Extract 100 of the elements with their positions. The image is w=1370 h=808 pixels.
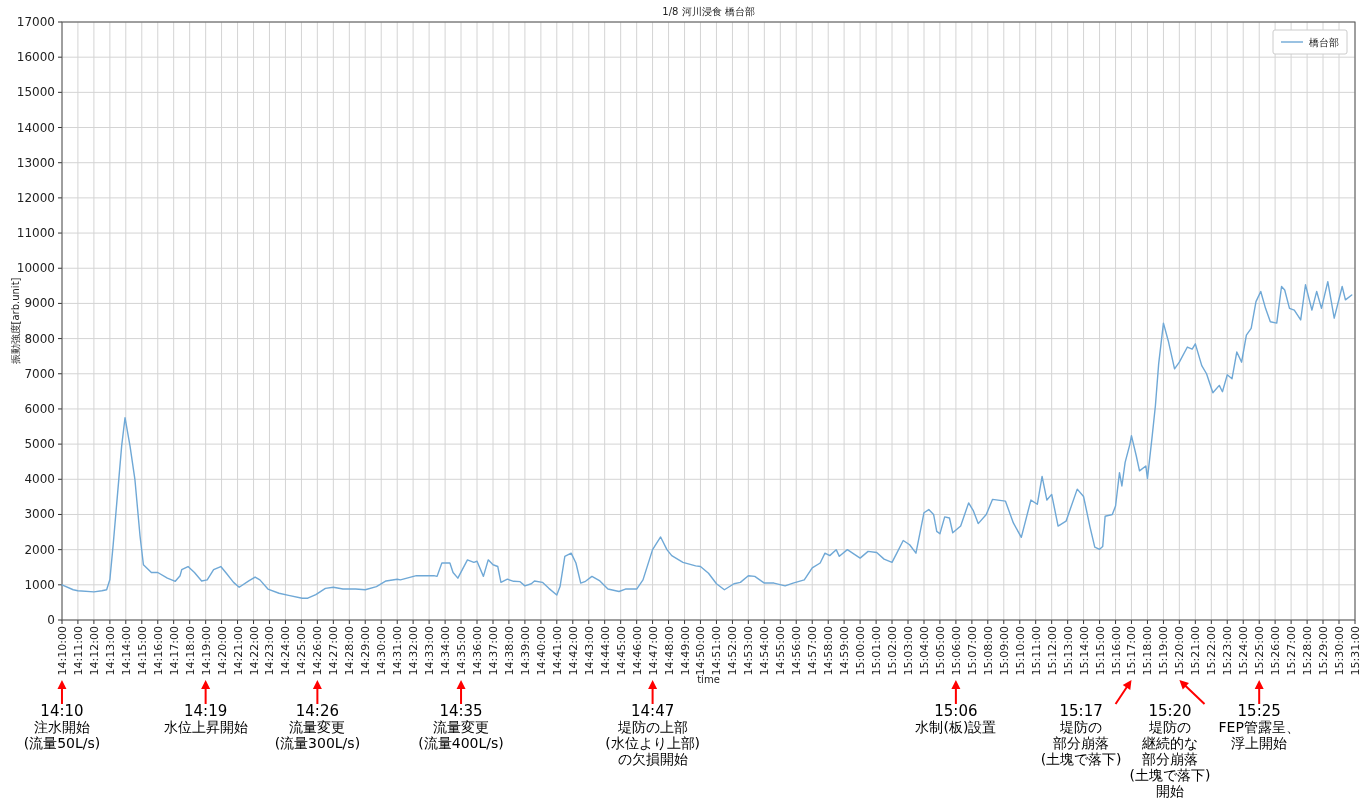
x-tick-label: 14:12:00: [87, 626, 101, 676]
x-tick-label: 14:15:00: [135, 626, 149, 676]
x-tick-label: 15:30:00: [1333, 626, 1347, 676]
x-tick-label: 14:31:00: [391, 626, 405, 676]
y-tick-label: 13000: [16, 155, 55, 170]
y-tick-label: 9000: [24, 296, 55, 311]
x-tick-label: 14:40:00: [534, 626, 548, 676]
x-tick-label: 14:54:00: [758, 626, 772, 676]
x-tick-label: 14:44:00: [598, 626, 612, 676]
x-tick-label: 14:13:00: [103, 626, 117, 676]
x-tick-label: 14:51:00: [710, 626, 724, 676]
x-tick-label: 15:29:00: [1317, 626, 1331, 676]
y-tick-label: 11000: [16, 226, 55, 241]
x-tick-label: 14:20:00: [215, 626, 229, 676]
x-tick-label: 15:31:00: [1349, 626, 1362, 676]
x-tick-label: 14:24:00: [279, 626, 293, 676]
y-tick-label: 15000: [16, 85, 55, 100]
x-tick-label: 14:10:00: [56, 626, 69, 676]
x-tick-label: 15:09:00: [997, 626, 1011, 676]
x-tick-label: 14:30:00: [375, 626, 389, 676]
x-tick-label: 14:38:00: [502, 626, 516, 676]
y-tick-label: 4000: [24, 472, 55, 487]
x-tick-label: 15:16:00: [1109, 626, 1123, 676]
x-tick-label: 14:27:00: [327, 626, 341, 676]
x-tick-label: 14:19:00: [199, 626, 213, 676]
chart-title: 1/8 河川浸食 橋台部: [662, 6, 755, 17]
x-tick-label: 14:37:00: [487, 626, 500, 676]
annotation: 15:17 堤防の部分崩落 (土塊で落下): [1040, 680, 1132, 767]
y-tick-label: 17000: [16, 15, 55, 29]
x-tick-label: 14:32:00: [407, 626, 421, 676]
x-tick-label: 14:22:00: [247, 626, 261, 676]
x-tick-label: 14:16:00: [151, 626, 165, 676]
x-tick-label: 15:01:00: [870, 626, 884, 676]
x-tick-label: 15:17:00: [1125, 626, 1139, 676]
y-tick-label: 10000: [16, 261, 55, 276]
x-axis-title: time: [697, 674, 720, 685]
x-tick-label: 15:23:00: [1221, 626, 1235, 676]
x-tick-label: 14:52:00: [726, 626, 740, 676]
x-tick-label: 15:12:00: [1045, 626, 1059, 676]
x-tick-label: 15:26:00: [1269, 626, 1283, 676]
y-tick-label: 12000: [16, 190, 55, 205]
x-tick-label: 14:42:00: [566, 626, 580, 676]
x-tick-label: 15:15:00: [1093, 626, 1107, 676]
x-tick-label: 14:55:00: [774, 626, 788, 676]
x-tick-label: 14:46:00: [630, 626, 644, 676]
y-tick-label: 7000: [24, 366, 55, 381]
y-tick-label: 16000: [16, 50, 55, 65]
x-tick-label: 14:11:00: [71, 626, 85, 676]
x-tick-label: 14:18:00: [183, 626, 197, 676]
x-tick-label: 15:18:00: [1141, 626, 1155, 676]
x-tick-label: 14:50:00: [694, 626, 708, 676]
x-tick-label: 14:25:00: [295, 626, 309, 676]
annotation: 14:10 注水開始 (流量50L/s): [23, 680, 101, 751]
x-tick-label: 14:26:00: [311, 626, 325, 676]
x-tick-label: 14:49:00: [678, 626, 692, 676]
x-tick-label: 15:04:00: [918, 626, 931, 676]
x-tick-label: 15:11:00: [1029, 626, 1043, 676]
x-tick-label: 14:48:00: [662, 626, 676, 676]
x-tick-label: 15:27:00: [1285, 626, 1299, 676]
legend: 橋台部: [1272, 29, 1348, 55]
y-tick-label: 14000: [16, 120, 55, 135]
y-tick-label: 1000: [24, 577, 55, 592]
x-tick-label: 14:23:00: [263, 626, 277, 676]
annotation: 14:19 水位上昇開始: [163, 680, 248, 735]
annotation: 15:06 水制(板)設置: [915, 680, 997, 735]
y-tick-label: 8000: [24, 331, 55, 346]
y-tick-label: 3000: [24, 507, 55, 522]
x-tick-label: 14:43:00: [582, 626, 596, 676]
x-tick-label: 14:14:00: [119, 626, 133, 676]
x-tick-label: 14:58:00: [822, 626, 836, 676]
x-tick-label: 15:03:00: [902, 626, 916, 676]
x-tick-label: 14:45:00: [614, 626, 628, 676]
x-tick-label: 14:29:00: [359, 626, 373, 676]
y-tick-label: 6000: [24, 401, 55, 416]
y-tick-label: 2000: [24, 542, 55, 557]
x-tick-label: 14:57:00: [806, 626, 820, 676]
y-tick-label: 0: [47, 613, 55, 627]
annotation: 15:20 堤防の継続的な部分崩落 (土塊で落下) 開始: [1129, 680, 1211, 799]
x-tick-label: 15:05:00: [933, 626, 947, 676]
x-tick-label: 15:02:00: [886, 626, 900, 676]
x-tick-label: 15:28:00: [1301, 626, 1315, 676]
x-tick-label: 14:53:00: [742, 626, 756, 676]
x-tick-label: 14:39:00: [518, 626, 532, 676]
x-tick-label: 14:56:00: [790, 626, 804, 676]
annotation: 14:26 流量変更 (流量300L/s): [274, 680, 361, 751]
legend-label: 橋台部: [1309, 37, 1339, 48]
x-tick-label: 15:24:00: [1237, 626, 1251, 676]
x-tick-label: 14:59:00: [838, 626, 852, 676]
x-tick-label: 14:35:00: [455, 626, 469, 676]
x-tick-label: 15:07:00: [965, 626, 979, 676]
x-tick-label: 15:13:00: [1061, 626, 1075, 676]
x-tick-label: 14:47:00: [646, 626, 660, 676]
x-tick-label: 15:14:00: [1077, 626, 1091, 676]
x-tick-label: 15:19:00: [1157, 626, 1171, 676]
y-axis-title: 振動強度[arb.unit]: [10, 277, 21, 365]
annotation: 14:35 流量変更 (流量400L/s): [418, 680, 504, 751]
x-tick-label: 14:41:00: [550, 626, 564, 676]
x-tick-label: 14:17:00: [167, 626, 181, 676]
x-tick-label: 14:33:00: [423, 626, 437, 676]
x-tick-label: 15:21:00: [1189, 626, 1203, 676]
